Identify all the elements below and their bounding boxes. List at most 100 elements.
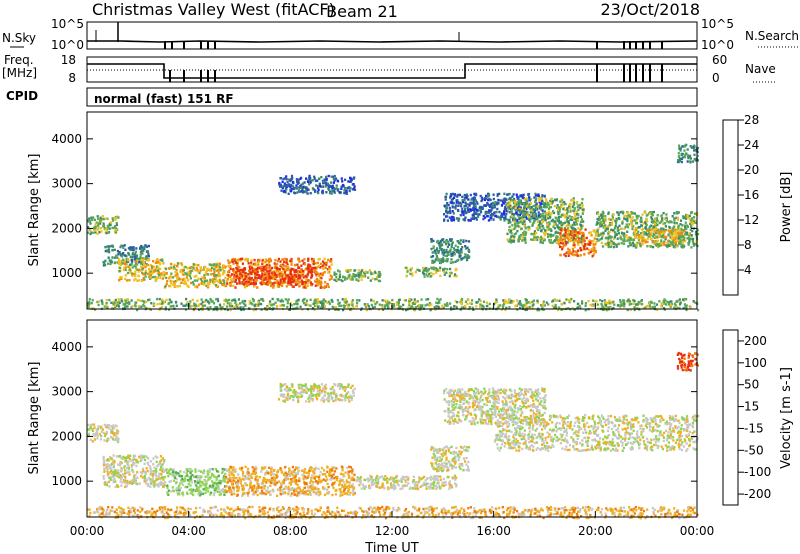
scatter-cell xyxy=(274,272,277,275)
scatter-cell xyxy=(365,308,368,312)
scatter-cell xyxy=(607,225,610,228)
scatter-cell xyxy=(537,194,540,198)
scatter-cell xyxy=(646,237,649,240)
scatter-cell xyxy=(484,204,487,207)
scatter-cell xyxy=(114,218,117,221)
scatter-cell xyxy=(91,423,94,426)
scatter-cell xyxy=(630,212,633,215)
scatter-cell xyxy=(348,273,351,277)
scatter-cell xyxy=(311,187,314,190)
scatter-cell xyxy=(602,226,605,229)
scatter-cell xyxy=(500,204,503,207)
scatter-cell xyxy=(630,219,633,223)
scatter-cell xyxy=(436,269,439,272)
scatter-cell xyxy=(375,277,378,281)
scatter-cell xyxy=(445,238,448,242)
scatter-cell xyxy=(478,298,481,301)
scatter-cell xyxy=(321,302,324,306)
scatter-cell xyxy=(203,283,206,286)
scatter-cell xyxy=(504,301,507,304)
scatter-cell xyxy=(678,298,681,301)
scatter-cell xyxy=(306,265,310,268)
scatter-cell xyxy=(217,271,220,274)
scatter-cell xyxy=(525,303,528,307)
scatter-cell xyxy=(622,239,625,242)
scatter-cell xyxy=(187,271,190,275)
nsky-right-tick-top: 10^5 xyxy=(701,17,734,31)
scatter-cell xyxy=(299,186,302,189)
scatter-cell xyxy=(119,245,122,249)
colorbar-tick-label: 8 xyxy=(744,238,752,252)
scatter-cell xyxy=(299,305,302,308)
scatter-cell xyxy=(141,252,144,255)
scatter-cell xyxy=(185,276,188,279)
scatter-cell xyxy=(571,218,574,221)
scatter-cell xyxy=(116,261,119,264)
scatter-cell xyxy=(290,187,293,191)
scatter-cell xyxy=(112,432,115,435)
scatter-cell xyxy=(371,277,374,280)
scatter-cell xyxy=(278,275,281,279)
scatter-cell xyxy=(555,241,558,244)
scatter-cell xyxy=(322,271,325,275)
scatter-cell xyxy=(483,198,487,202)
scatter-cell xyxy=(528,198,531,201)
scatter-cell xyxy=(545,203,548,206)
scatter-cell xyxy=(300,274,303,277)
scatter-cell xyxy=(134,250,137,253)
scatter-cell xyxy=(236,268,239,271)
scatter-cell xyxy=(138,261,141,264)
scatter-cell xyxy=(260,268,263,271)
scatter-cell xyxy=(620,210,623,214)
scatter-cell xyxy=(538,199,541,202)
scatter-cell xyxy=(602,305,605,309)
scatter-cell xyxy=(145,300,148,304)
scatter-cell xyxy=(528,225,531,229)
scatter-cell xyxy=(308,270,311,273)
scatter-cell xyxy=(535,236,538,239)
scatter-cell xyxy=(291,177,294,180)
scatter-cell xyxy=(146,250,150,253)
scatter-cell xyxy=(274,274,277,277)
scatter-cell xyxy=(291,276,294,279)
scatter-cell xyxy=(533,214,536,218)
scatter-cell xyxy=(90,307,93,310)
scatter-cell xyxy=(664,228,667,232)
scatter-cell xyxy=(446,260,449,263)
scatter-cell xyxy=(308,279,311,282)
scatter-cell xyxy=(610,239,613,242)
scatter-cell xyxy=(302,262,305,265)
scatter-cell xyxy=(386,302,389,305)
scatter-cell xyxy=(268,257,271,261)
scatter-cell xyxy=(348,269,351,272)
scatter-cell xyxy=(675,216,678,220)
scatter-cell xyxy=(521,233,524,237)
scatter-cell xyxy=(670,242,673,245)
scatter-cell xyxy=(185,303,188,306)
scatter-cell xyxy=(182,273,185,276)
scatter-cell xyxy=(215,298,218,301)
scatter-cell xyxy=(447,241,450,245)
scatter-cell xyxy=(98,221,101,224)
scatter-cell xyxy=(96,437,99,440)
scatter-cell xyxy=(562,222,565,225)
scatter-cell xyxy=(298,266,301,270)
scatter-cell xyxy=(363,272,366,276)
scatter-cell xyxy=(601,300,604,303)
scatter-cell xyxy=(117,430,120,433)
scatter-cell xyxy=(510,206,513,209)
scatter-cell xyxy=(215,269,218,272)
scatter-cell xyxy=(459,201,462,205)
scatter-cell xyxy=(374,271,377,275)
scatter-cell xyxy=(210,273,213,276)
scatter-cell xyxy=(304,286,307,289)
scatter-cell xyxy=(642,237,645,240)
scatter-cell xyxy=(333,191,336,194)
scatter-cell xyxy=(440,261,443,265)
scatter-cell xyxy=(328,268,331,271)
scatter-cell xyxy=(194,285,197,288)
scatter-cell xyxy=(175,304,178,307)
scatter-cell xyxy=(336,278,339,281)
scatter-cell xyxy=(194,263,197,267)
scatter-cell xyxy=(324,299,327,303)
